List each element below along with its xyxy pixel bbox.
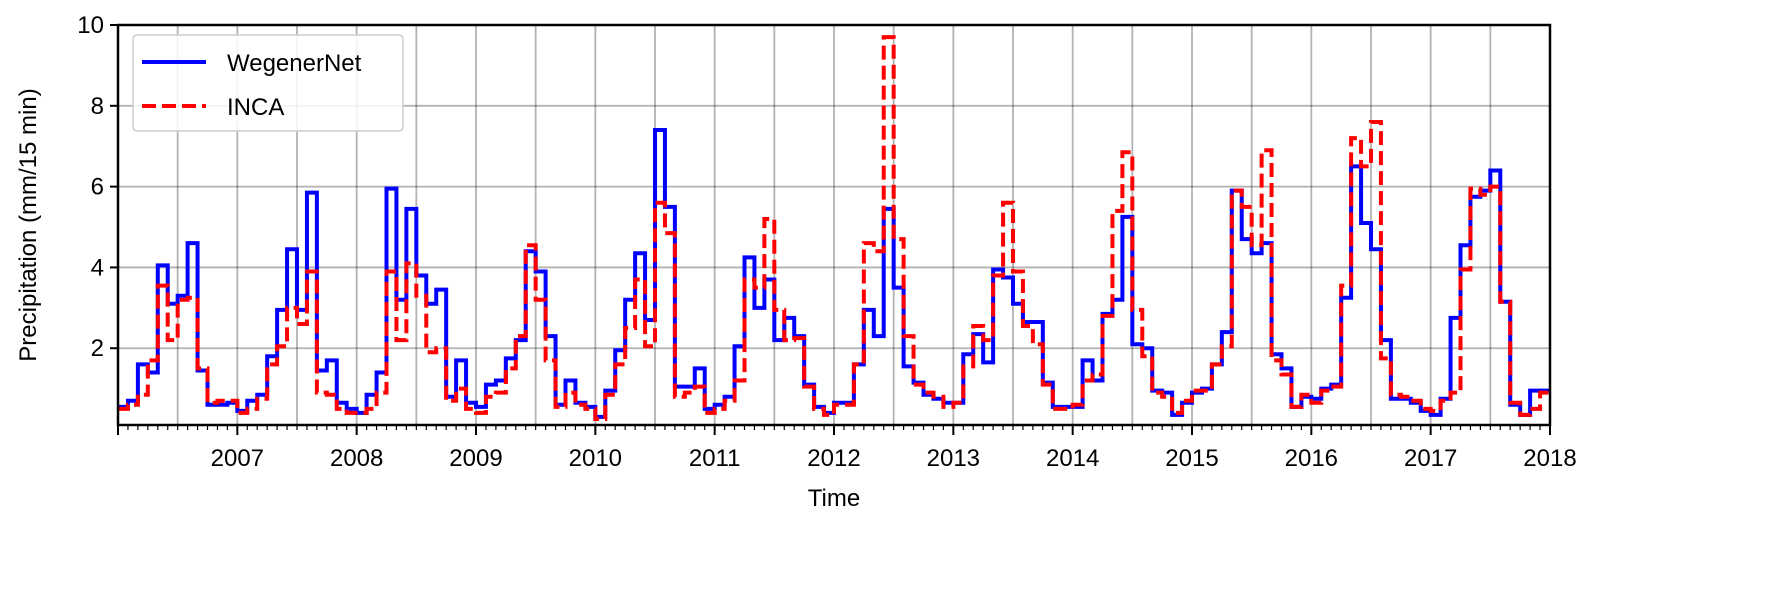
axis-ticks: 2007 2008 2009 2010 2011 2012 2013 2014 2015 2016… — [77, 12, 1576, 472]
x-tick-label: 2008 — [330, 445, 383, 472]
x-tick-label: 2011 — [689, 445, 741, 472]
x-tick-label: 2010 — [569, 445, 622, 472]
x-tick-label: 2017 — [1404, 445, 1457, 472]
x-tick-label: 2012 — [807, 445, 860, 472]
legend-label-wegenernet: WegenerNet — [227, 50, 362, 77]
legend-box — [132, 34, 404, 132]
x-tick-label: 2007 — [211, 445, 264, 472]
x-tick-label: 2013 — [927, 445, 980, 472]
series-line-inca — [118, 35, 1550, 421]
x-tick-label: 2009 — [449, 445, 502, 472]
y-tick-label: 4 — [91, 254, 104, 281]
y-tick-label: 10 — [77, 12, 104, 39]
x-tick-label: 2016 — [1285, 445, 1338, 472]
legend: WegenerNet INCA — [132, 34, 404, 132]
x-axis-title: Time — [808, 485, 860, 512]
y-axis-title: Precipitation (mm/15 min) — [15, 88, 42, 361]
series-layer — [118, 35, 1550, 421]
y-tick-label: 8 — [91, 93, 104, 120]
x-tick-label: 2014 — [1046, 445, 1099, 472]
series-line-wegenernet — [118, 128, 1550, 419]
x-tick-label: 2018 — [1523, 445, 1576, 472]
y-tick-label: 6 — [91, 174, 104, 201]
y-tick-label: 2 — [91, 335, 104, 362]
legend-label-inca: INCA — [227, 94, 284, 121]
x-tick-label: 2015 — [1165, 445, 1218, 472]
